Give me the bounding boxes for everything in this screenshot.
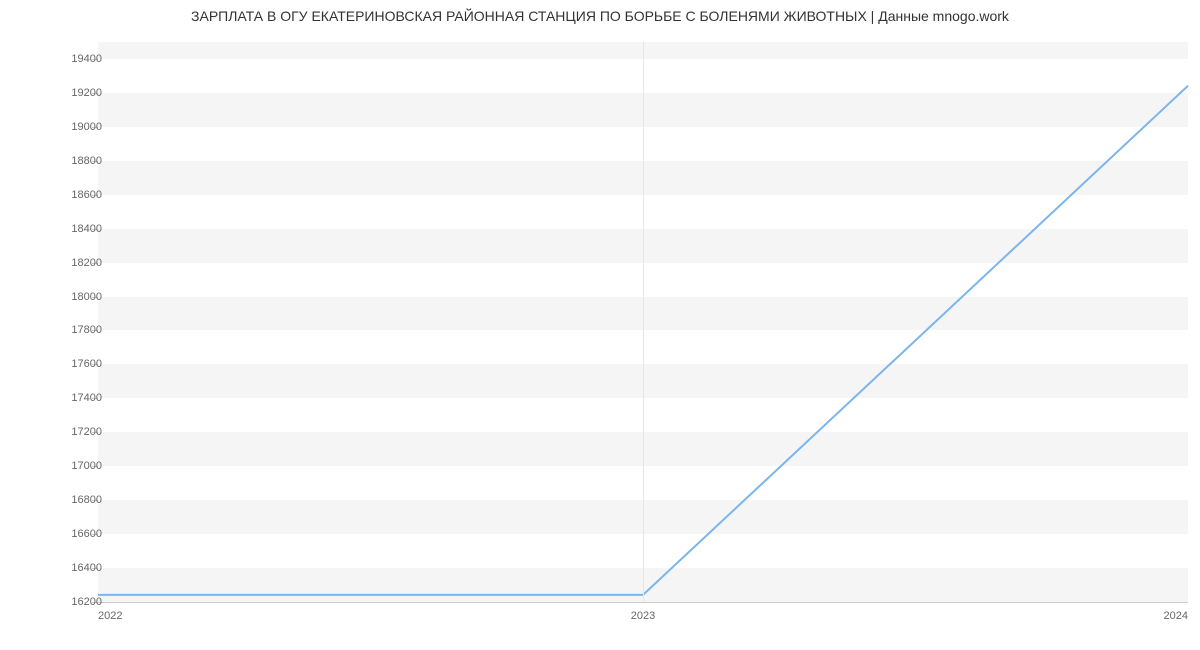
y-tick-label: 16200 <box>71 596 102 608</box>
y-tick-label: 19000 <box>71 121 102 133</box>
x-gridline <box>643 42 644 602</box>
y-tick-label: 16400 <box>71 562 102 574</box>
y-tick-label: 18200 <box>71 257 102 269</box>
y-tick-label: 16600 <box>71 528 102 540</box>
y-tick-label: 18600 <box>71 189 102 201</box>
y-tick-label: 17400 <box>71 392 102 404</box>
x-tick-label: 2022 <box>98 610 122 622</box>
y-tick-label: 17600 <box>71 358 102 370</box>
y-tick-label: 17200 <box>71 426 102 438</box>
y-tick-label: 19200 <box>71 87 102 99</box>
y-tick-label: 17800 <box>71 324 102 336</box>
x-tick-label: 2024 <box>1164 610 1188 622</box>
y-tick-label: 18400 <box>71 223 102 235</box>
chart-title: ЗАРПЛАТА В ОГУ ЕКАТЕРИНОВСКАЯ РАЙОННАЯ С… <box>0 8 1200 24</box>
y-tick-label: 19400 <box>71 53 102 65</box>
y-tick-label: 18000 <box>71 291 102 303</box>
y-tick-label: 17000 <box>71 460 102 472</box>
y-tick-label: 16800 <box>71 494 102 506</box>
plot-area: 202220232024 <box>98 42 1188 603</box>
salary-chart: ЗАРПЛАТА В ОГУ ЕКАТЕРИНОВСКАЯ РАЙОННАЯ С… <box>0 0 1200 650</box>
y-tick-label: 18800 <box>71 155 102 167</box>
x-tick-label: 2023 <box>631 610 655 622</box>
